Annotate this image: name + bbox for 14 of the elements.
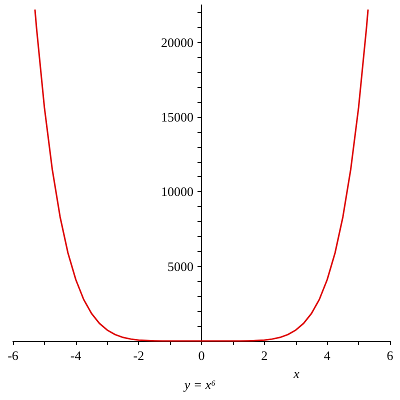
x-tick-label: -2 xyxy=(133,348,144,363)
y-tick-label: 5000 xyxy=(168,258,194,274)
text: y = x⁶ xyxy=(182,377,216,392)
x-tick-label: 0 xyxy=(198,348,205,363)
x-tick-label: 4 xyxy=(324,348,331,363)
x-tick-label: 2 xyxy=(261,348,268,363)
x-axis-title: x xyxy=(292,366,300,381)
y-tick-label: 20000 xyxy=(161,34,194,50)
y-tick-label: 15000 xyxy=(161,110,194,124)
y-tick-label: 10000 xyxy=(161,184,194,200)
x-tick-label: -6 xyxy=(8,348,19,363)
line-series xyxy=(34,9,369,342)
x-tick-label: -4 xyxy=(70,348,82,363)
x-tick-label: 6 xyxy=(386,348,394,363)
